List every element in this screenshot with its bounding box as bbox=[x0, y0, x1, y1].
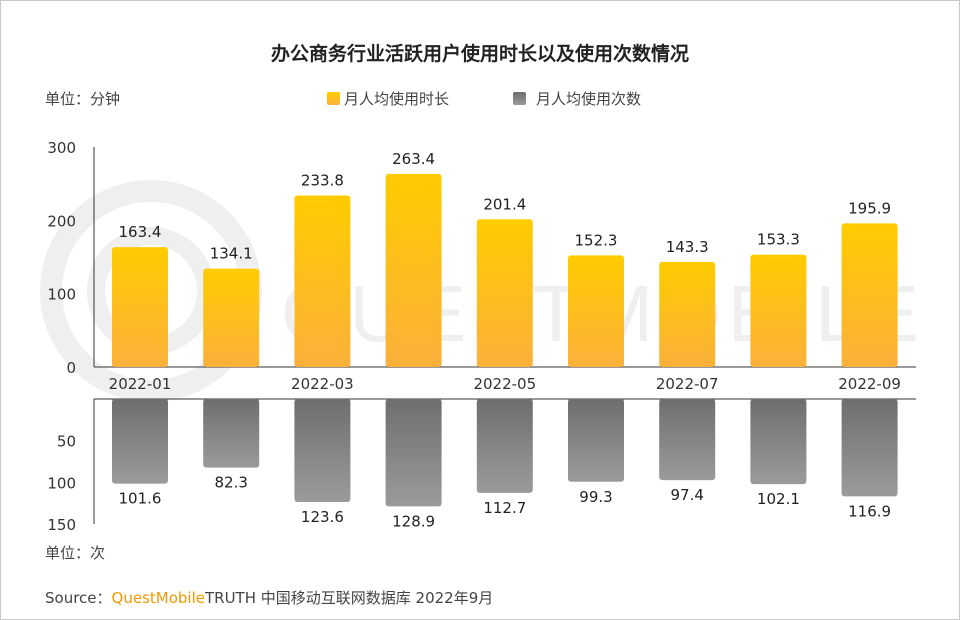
data-label-duration: 163.4 bbox=[119, 223, 162, 241]
data-label-duration: 263.4 bbox=[392, 150, 435, 168]
source-prefix: Source： bbox=[45, 589, 112, 607]
legend-label: 月人均使用次数 bbox=[536, 90, 642, 108]
bar-count bbox=[568, 399, 624, 482]
chart-title: 办公商务行业活跃用户使用时长以及使用次数情况 bbox=[270, 43, 689, 65]
bar-duration bbox=[750, 254, 807, 367]
unit-label-top: 单位：分钟 bbox=[45, 90, 121, 108]
data-label-count: 123.6 bbox=[301, 508, 344, 526]
data-label-duration: 201.4 bbox=[483, 195, 526, 213]
legend-label: 月人均使用时长 bbox=[344, 90, 450, 108]
y-tick-label-bottom: 100 bbox=[47, 474, 76, 492]
bar-duration bbox=[841, 223, 898, 367]
bar-duration bbox=[112, 247, 168, 367]
bar-count bbox=[476, 399, 533, 493]
data-label-duration: 153.3 bbox=[757, 231, 800, 249]
bar-duration bbox=[659, 261, 716, 367]
legend-swatch bbox=[327, 92, 340, 105]
y-tick-label-bottom: 150 bbox=[47, 516, 76, 534]
data-label-duration: 134.1 bbox=[210, 245, 253, 263]
legend-item-count: 月人均使用次数 bbox=[513, 88, 641, 109]
data-label-count: 116.9 bbox=[848, 502, 891, 520]
bar-duration bbox=[203, 268, 260, 367]
data-label-count: 102.1 bbox=[757, 490, 800, 508]
data-label-count: 99.3 bbox=[579, 488, 612, 506]
y-tick-label-top: 0 bbox=[66, 359, 76, 377]
data-label-count: 112.7 bbox=[483, 499, 526, 517]
bar-count bbox=[112, 399, 168, 484]
data-label-count: 82.3 bbox=[214, 474, 247, 492]
y-tick-label-top: 300 bbox=[47, 139, 76, 157]
bar-duration bbox=[385, 173, 442, 367]
bar-count bbox=[385, 399, 442, 507]
y-tick-label-top: 100 bbox=[47, 286, 76, 304]
legend-swatch bbox=[513, 92, 526, 105]
x-tick-label: 2022-05 bbox=[473, 375, 536, 393]
bar-count bbox=[203, 399, 260, 468]
source-brand: QuestMobile bbox=[111, 589, 205, 607]
unit-label-bottom: 单位：次 bbox=[45, 544, 106, 562]
bar-duration bbox=[476, 219, 533, 367]
bar-duration bbox=[568, 255, 624, 367]
x-tick-label: 2022-01 bbox=[109, 375, 172, 393]
x-tick-label: 2022-07 bbox=[656, 375, 719, 393]
source-rest: TRUTH 中国移动互联网数据库 2022年9月 bbox=[204, 589, 494, 607]
x-tick-label: 2022-09 bbox=[838, 375, 901, 393]
bar-duration bbox=[294, 195, 351, 367]
data-label-duration: 143.3 bbox=[666, 238, 709, 256]
legend-item-duration: 月人均使用时长 bbox=[327, 88, 449, 109]
y-tick-label-top: 200 bbox=[47, 212, 76, 230]
data-label-duration: 233.8 bbox=[301, 172, 344, 190]
data-label-duration: 152.3 bbox=[575, 231, 618, 249]
data-label-count: 128.9 bbox=[392, 512, 435, 530]
bar-count bbox=[841, 399, 898, 497]
source-note: Source：QuestMobileTRUTH 中国移动互联网数据库 2022年… bbox=[45, 587, 493, 608]
bar-count bbox=[750, 399, 807, 485]
data-label-duration: 195.9 bbox=[848, 199, 891, 217]
data-label-count: 97.4 bbox=[670, 486, 703, 504]
bar-count bbox=[294, 399, 351, 502]
y-tick-label-bottom: 50 bbox=[57, 433, 76, 451]
bar-count bbox=[659, 399, 716, 481]
x-tick-label: 2022-03 bbox=[291, 375, 354, 393]
data-label-count: 101.6 bbox=[119, 490, 162, 508]
